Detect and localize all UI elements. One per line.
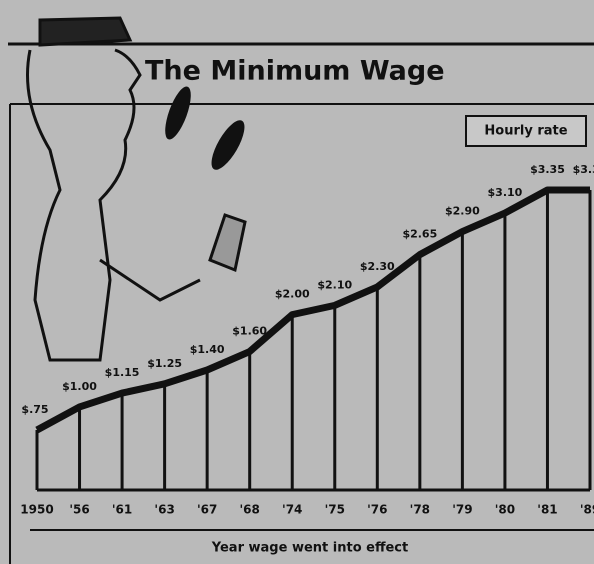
x-tick-label: '67 [197, 503, 217, 517]
chart-title: The Minimum Wage [145, 56, 445, 87]
value-label: $2.10 [317, 278, 352, 291]
value-label: $2.90 [445, 205, 480, 218]
x-tick-label: '74 [282, 503, 302, 517]
legend-text: Hourly rate [484, 124, 567, 139]
value-label: $3.10 [488, 186, 523, 199]
value-label: $3.35 [573, 163, 594, 176]
value-label: $3.35 [530, 163, 565, 176]
value-label: $1.60 [232, 325, 267, 338]
x-tick-label: '89 [580, 503, 594, 517]
x-tick-label: '68 [240, 503, 260, 517]
value-label: $.75 [21, 403, 48, 416]
x-tick-label: '79 [452, 503, 472, 517]
value-label: $2.30 [360, 260, 395, 273]
value-label: $1.15 [105, 366, 140, 379]
value-label: $2.65 [402, 228, 437, 241]
x-tick-label: '56 [69, 503, 89, 517]
x-tick-label: '63 [154, 503, 174, 517]
chart: The Minimum Wage Hourly rate Year wage w… [0, 0, 594, 564]
x-tick-label: '75 [325, 503, 345, 517]
x-tick-label: '80 [495, 503, 515, 517]
x-tick-label: 1950 [20, 503, 53, 517]
x-tick-label: '81 [537, 503, 557, 517]
x-axis-label: Year wage went into effect [211, 541, 408, 556]
x-tick-label: '78 [410, 503, 430, 517]
value-label: $2.00 [275, 288, 310, 301]
value-label: $1.00 [62, 380, 97, 393]
page: The Minimum Wage Hourly rate Year wage w… [0, 0, 594, 564]
x-tick-label: '76 [367, 503, 387, 517]
value-label: $1.40 [190, 343, 225, 356]
value-label: $1.25 [147, 357, 182, 370]
x-tick-label: '61 [112, 503, 132, 517]
